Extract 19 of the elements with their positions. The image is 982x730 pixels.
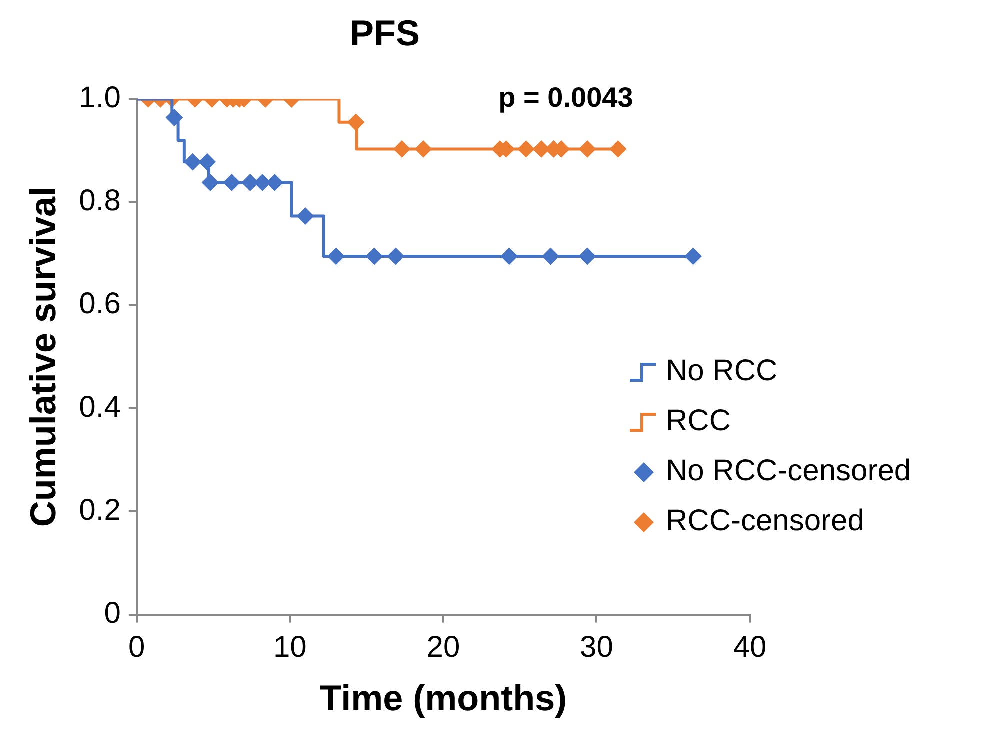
annotation: p = 0.0043 <box>498 82 634 113</box>
legend-label: RCC <box>666 404 731 438</box>
x-tick-label: 10 <box>273 631 307 664</box>
x-tick-label: 0 <box>128 631 146 664</box>
x-tick-label: 40 <box>733 631 767 664</box>
legend-label: No RCC <box>666 354 778 388</box>
y-tick-label: 0.2 <box>79 494 121 527</box>
y-tick-label: 0 <box>104 597 121 630</box>
x-tick-label: 30 <box>580 631 614 664</box>
y-tick-label: 0.6 <box>79 288 121 321</box>
y-tick-label: 0.8 <box>79 184 121 218</box>
x-tick-label: 20 <box>426 631 460 664</box>
y-tick-label: 0.4 <box>79 390 121 424</box>
y-axis-title: Cumulative survival <box>22 186 64 528</box>
chart-title: PFS <box>350 12 420 54</box>
x-axis-title: Time (months) <box>320 677 568 718</box>
y-tick-label: 1.0 <box>79 81 121 114</box>
legend-label: RCC-censored <box>666 504 864 538</box>
legend-label: No RCC-censored <box>666 454 912 488</box>
